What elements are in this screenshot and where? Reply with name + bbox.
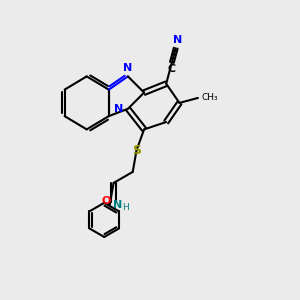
Text: H: H: [122, 203, 129, 212]
Text: N: N: [113, 200, 122, 210]
Text: N: N: [114, 104, 124, 114]
Text: N: N: [123, 63, 133, 73]
Text: C: C: [168, 64, 176, 74]
Text: O: O: [102, 196, 111, 206]
Text: CH₃: CH₃: [202, 93, 218, 102]
Text: S: S: [132, 144, 141, 157]
Text: N: N: [172, 35, 182, 45]
